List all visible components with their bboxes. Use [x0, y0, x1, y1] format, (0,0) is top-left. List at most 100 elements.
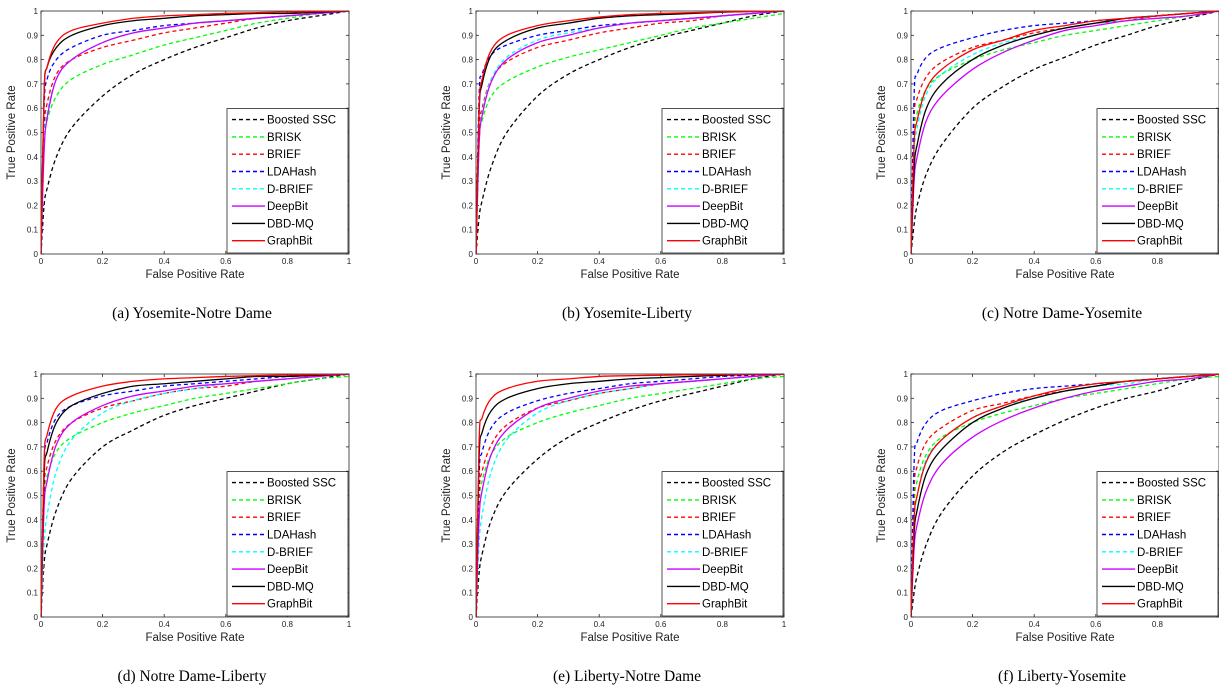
legend-entry: Boosted SSC — [702, 115, 771, 127]
x-tick-label: 0.8 — [1152, 620, 1164, 629]
y-tick-label: 0.3 — [462, 177, 474, 186]
panel-caption: (f) Liberty-Yosemite — [998, 668, 1126, 685]
roc-curve-graphbit — [911, 374, 1219, 617]
x-tick-label: 0.8 — [282, 620, 294, 629]
y-tick-label: 1 — [469, 7, 474, 16]
legend-entry: BRISK — [702, 132, 737, 144]
roc-panel: 0 0.2 0.4 0.6 0.8 0 0.1 0.2 0.3 0.4 0.5 0.6 0.7 0.8 0.… — [876, 7, 1219, 322]
legend-entry: BRISK — [1137, 132, 1172, 144]
legend-entry: DBD-MQ — [702, 581, 749, 593]
x-tick-label: 1 — [782, 257, 787, 266]
x-tick-label: 0.4 — [594, 620, 606, 629]
y-tick-label: 0.7 — [27, 443, 39, 452]
y-tick-label: 0.6 — [462, 467, 474, 476]
roc-curve-deepbit — [41, 374, 349, 617]
legend-entry: DeepBit — [702, 564, 744, 576]
y-tick-label: 0.9 — [27, 31, 39, 40]
y-tick-label: 0.9 — [897, 394, 909, 403]
x-tick-label: 0.2 — [97, 257, 109, 266]
legend-box — [661, 108, 784, 254]
y-tick-label: 0.2 — [27, 564, 39, 573]
x-tick-label: 0 — [39, 620, 44, 629]
x-tick-label: 0.2 — [97, 620, 109, 629]
panel-caption: (c) Notre Dame-Yosemite — [982, 305, 1142, 322]
x-axis-label: False Positive Rate — [145, 269, 244, 281]
legend-entry: D-BRIEF — [1137, 184, 1183, 196]
panel-caption: (b) Yosemite-Liberty — [562, 305, 692, 322]
legend-entry: GraphBit — [267, 599, 313, 611]
y-axis-label: True Positive Rate — [876, 85, 888, 179]
legend-entry: GraphBit — [1137, 599, 1183, 611]
y-tick-label: 1 — [34, 7, 39, 16]
y-tick-label: 0.3 — [897, 177, 909, 186]
y-tick-label: 0.9 — [897, 31, 909, 40]
y-tick-label: 0 — [904, 250, 909, 259]
y-tick-label: 0.5 — [462, 492, 474, 501]
y-tick-label: 0.8 — [462, 56, 474, 65]
legend-entry: D-BRIEF — [702, 184, 748, 196]
legend-entry: GraphBit — [702, 236, 748, 248]
curves — [911, 11, 1219, 254]
y-tick-label: 0.1 — [27, 226, 39, 235]
y-tick-label: 0.4 — [27, 153, 39, 162]
legend: Boosted SSC BRISK BRIEF LDAHash D-BRIEF DeepB… — [226, 108, 349, 254]
roc-curve-graphbit — [41, 11, 349, 254]
y-tick-label: 0.4 — [27, 516, 39, 525]
legend-entry: BRISK — [267, 132, 302, 144]
roc-curve-graphbit — [476, 374, 784, 617]
y-tick-label: 1 — [34, 370, 39, 379]
y-tick-label: 0.8 — [897, 56, 909, 65]
x-tick-label: 0.2 — [532, 620, 544, 629]
y-tick-label: 1 — [904, 7, 909, 16]
x-tick-label: 1 — [782, 620, 787, 629]
legend-entry: BRIEF — [267, 149, 301, 161]
x-tick-label: 0.2 — [532, 257, 544, 266]
y-tick-label: 0.4 — [462, 516, 474, 525]
panel-caption: (d) Notre Dame-Liberty — [118, 668, 267, 685]
legend-entry: BRISK — [702, 495, 737, 507]
y-tick-label: 0.8 — [462, 419, 474, 428]
x-tick-label: 0.2 — [967, 620, 979, 629]
y-tick-label: 0.7 — [897, 80, 909, 89]
y-tick-label: 0.5 — [897, 129, 909, 138]
x-tick-label: 0.6 — [655, 620, 667, 629]
legend-entry: LDAHash — [267, 167, 316, 179]
roc-curve-deepbit — [476, 11, 784, 254]
roc-curve-boosted-ssc — [476, 374, 784, 617]
roc-curve-d-brief — [41, 11, 349, 254]
y-tick-label: 0.6 — [27, 467, 39, 476]
legend-entry: BRIEF — [702, 512, 736, 524]
legend-entry: Boosted SSC — [1137, 478, 1206, 490]
legend: Boosted SSC BRISK BRIEF LDAHash D-BRIEF DeepB… — [226, 471, 349, 617]
roc-curve-deepbit — [476, 374, 784, 617]
legend-entry: DBD-MQ — [267, 581, 314, 593]
roc-curve-boosted-ssc — [476, 11, 784, 254]
roc-panel: 0 0.2 0.4 0.6 0.8 0 0.1 0.2 0.3 0.4 0.5 0.6 0.7 0.8 0.… — [876, 370, 1219, 685]
legend-entry: BRISK — [267, 495, 302, 507]
y-tick-label: 0.6 — [27, 104, 39, 113]
x-tick-label: 0 — [474, 257, 479, 266]
roc-panel: 0 0.2 0.4 0.6 0.8 1 0 0.1 0.2 0.3 0.4 0.5 0.6 0.7 0.8 0… — [441, 7, 787, 322]
y-tick-label: 0.1 — [27, 589, 39, 598]
y-tick-label: 0.1 — [897, 226, 909, 235]
legend-entry: BRIEF — [1137, 149, 1171, 161]
legend-entry: D-BRIEF — [267, 547, 313, 559]
curves — [41, 374, 349, 617]
x-tick-label: 0.2 — [967, 257, 979, 266]
y-tick-label: 0 — [34, 250, 39, 259]
y-tick-label: 0.2 — [462, 201, 474, 210]
legend-entry: LDAHash — [702, 530, 751, 542]
x-tick-label: 0.6 — [1090, 620, 1102, 629]
roc-curve-deepbit — [911, 11, 1219, 254]
legend-box — [226, 108, 349, 254]
y-tick-label: 0.3 — [897, 540, 909, 549]
roc-curve-boosted-ssc — [41, 11, 349, 254]
legend-entry: BRISK — [1137, 495, 1172, 507]
x-tick-label: 0.4 — [1029, 257, 1041, 266]
x-axis-label: False Positive Rate — [580, 269, 679, 281]
y-tick-label: 0.9 — [462, 31, 474, 40]
roc-curve-graphbit — [911, 11, 1219, 254]
legend-entry: Boosted SSC — [1137, 115, 1206, 127]
y-tick-label: 0.5 — [897, 492, 909, 501]
y-tick-label: 0.9 — [462, 394, 474, 403]
